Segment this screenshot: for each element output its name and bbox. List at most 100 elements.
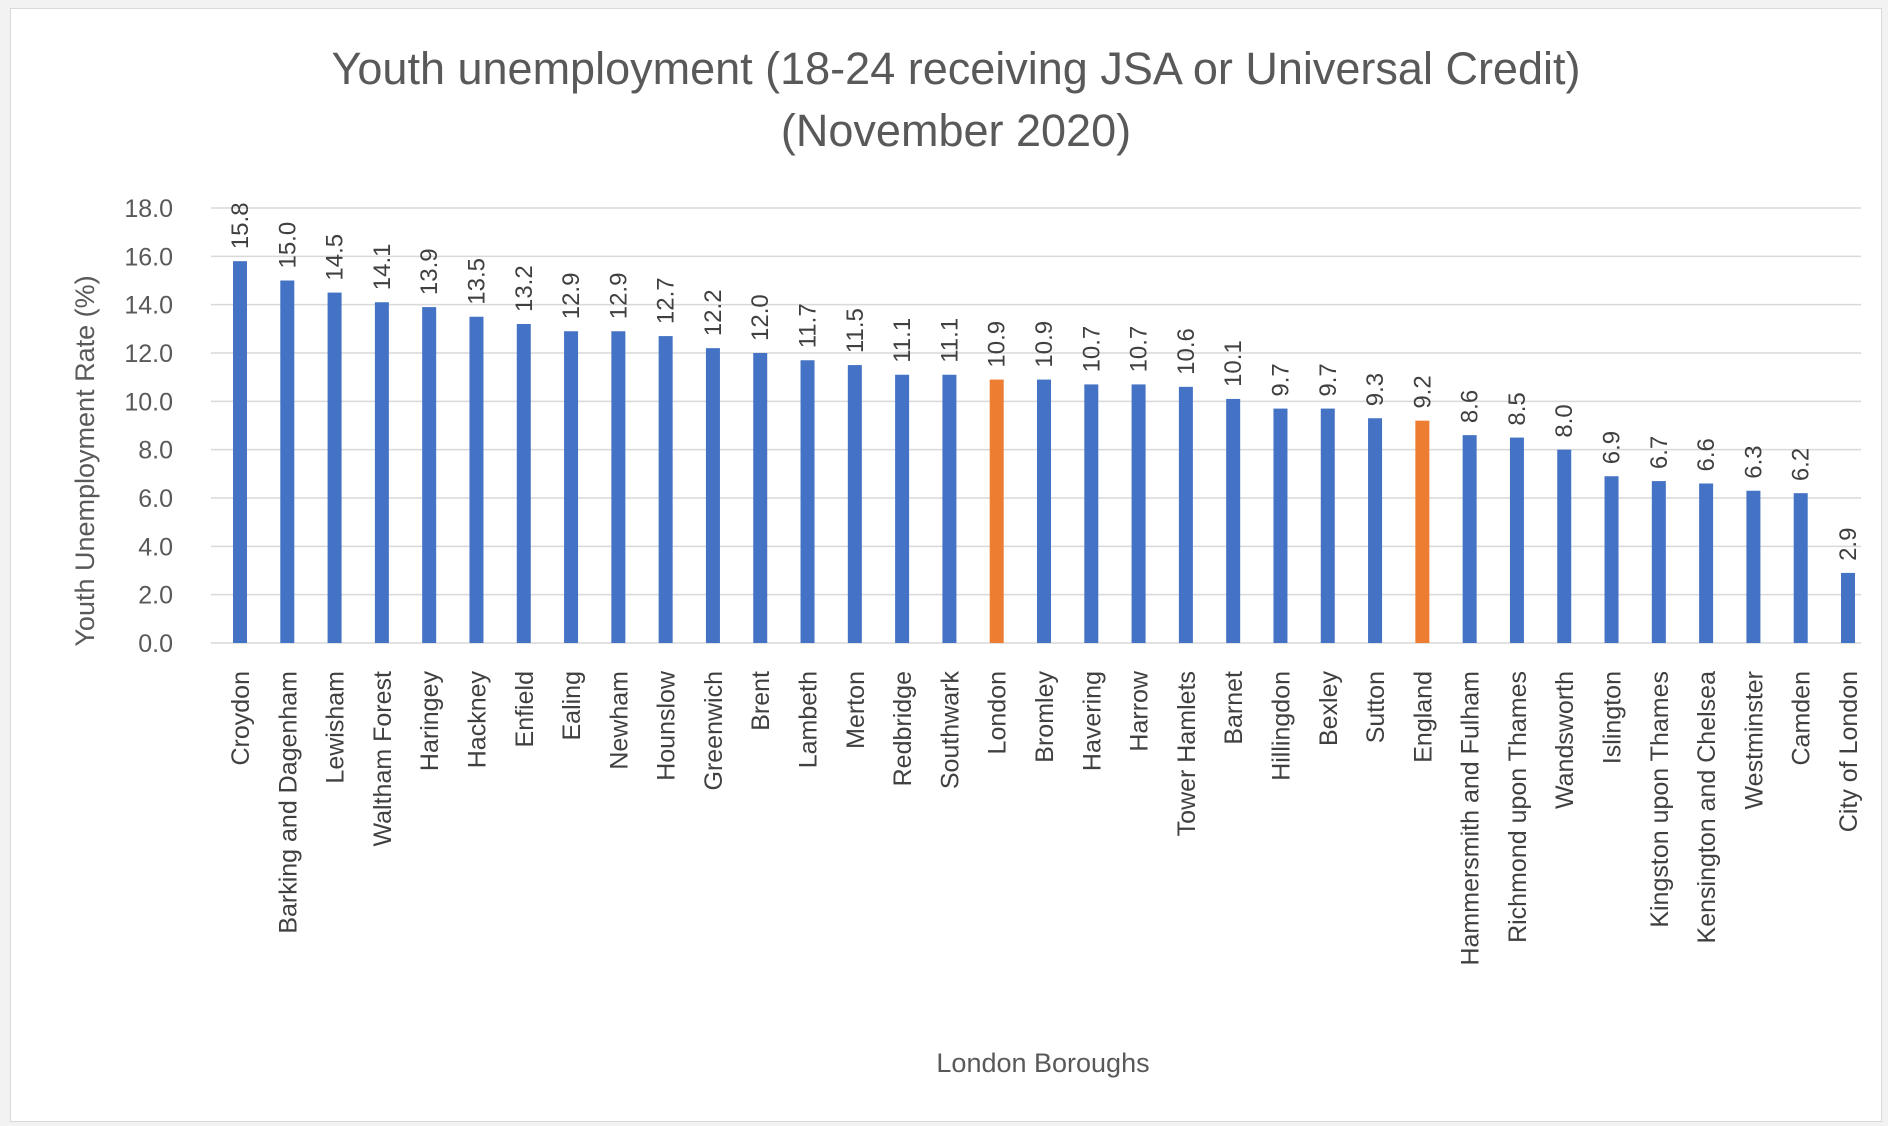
value-label: 11.5 [842,308,869,353]
y-tick-label: 2.0 [138,582,173,610]
bar-hounslow [658,336,673,643]
x-tick-label: Sutton [1362,671,1390,743]
value-label: 9.3 [1362,373,1389,406]
value-label: 9.2 [1409,375,1436,408]
bar-westminster [1746,490,1761,643]
x-tick-label: Redbridge [889,671,917,786]
y-tick-label: 14.0 [124,292,173,320]
x-tick-label: Waltham Forest [369,671,397,847]
x-tick-label: City of London [1835,671,1863,832]
value-label: 10.1 [1220,340,1247,387]
value-label: 9.7 [1267,363,1294,396]
value-label: 14.1 [369,244,396,291]
x-tick-label: Haringey [416,671,444,772]
x-tick-label: Barking and Dagenham [274,671,302,934]
value-label: 12.9 [558,273,585,320]
x-tick-label: Wandsworth [1551,671,1579,809]
x-tick-label: Richmond upon Thames [1504,671,1532,943]
category-labels: Croydon Barking and Dagenham Lewisham Walth… [227,670,1863,965]
value-label: 13.5 [463,258,490,305]
bar-hammersmith-and-fulham [1462,435,1477,643]
bar-greenwich [705,348,720,643]
x-tick-label: Lambeth [795,671,823,768]
bar-bexley [1320,408,1335,643]
bar-richmond-upon-thames [1509,437,1524,643]
x-tick-label: Hackney [463,671,491,769]
bar-camden [1793,493,1808,643]
value-label: 6.2 [1788,448,1815,481]
value-label: 10.9 [984,321,1011,368]
y-tick-label: 8.0 [138,437,173,465]
x-tick-label: Southwark [936,671,964,790]
value-label: 11.1 [889,318,916,363]
x-tick-label: Brent [747,671,775,731]
value-label: 6.9 [1599,431,1626,464]
x-tick-label: Ealing [558,671,586,741]
x-tick-label: Enfield [511,671,539,747]
value-label: 8.6 [1457,390,1484,423]
bars [233,261,1855,643]
x-tick-label: Merton [842,671,870,749]
bar-harrow [1131,384,1146,643]
bar-southwark [942,374,957,643]
bar-sutton [1368,418,1383,643]
y-tick-label: 6.0 [138,485,173,513]
value-label: 12.0 [747,294,774,341]
value-label: 10.9 [1031,321,1058,368]
value-label: 15.8 [227,202,254,249]
bar-croydon [233,261,247,643]
bar-barnet [1226,398,1241,643]
bar-hackney [469,316,484,643]
bar-merton [847,365,862,643]
bar-barking-and-dagenham [280,280,295,643]
bar-bromley [1037,379,1051,643]
x-axis-title: London Boroughs [936,1048,1149,1078]
value-label: 8.0 [1551,404,1578,437]
chart-title: Youth unemployment (18-24 receiving JSA … [332,43,1581,94]
x-tick-label: Croydon [227,671,255,766]
value-label: 8.5 [1504,392,1531,425]
value-label: 12.7 [653,277,680,324]
x-tick-label: Barnet [1220,671,1248,745]
value-label: 13.2 [511,265,538,312]
y-tick-label: 12.0 [124,340,173,368]
x-tick-label: Kensington and Chelsea [1693,671,1721,944]
x-tick-label: Greenwich [700,671,728,791]
value-label: 14.5 [322,234,349,281]
chart-subtitle: (November 2020) [781,105,1131,156]
x-tick-label: Havering [1078,671,1106,771]
x-tick-label: Bexley [1315,671,1343,747]
bar-waltham-forest [374,302,389,643]
bar-london [989,379,1004,643]
x-tick-label: Islington [1599,671,1627,764]
bar-ealing [564,331,579,643]
value-labels: 15.8 15.0 14.5 14.1 13.9 13.5 13.2 12.9 12.9 12.7… [227,202,1862,560]
value-label: 13.9 [416,248,443,295]
y-tick-label: 0.0 [138,630,173,658]
value-label: 10.7 [1078,326,1105,373]
y-axis-ticks: 0.0 2.0 4.0 6.0 8.0 10.0 12.0 14.0 16.0 18.0 [124,195,173,658]
value-label: 9.7 [1315,363,1342,396]
x-tick-label: Newham [605,671,633,770]
value-label: 10.7 [1126,326,1153,373]
bar-enfield [516,324,531,643]
value-label: 2.9 [1835,528,1862,561]
x-tick-label: Hounslow [653,670,681,781]
x-tick-label: Hillingdon [1267,671,1295,781]
value-label: 15.0 [274,222,301,269]
x-tick-label: Tower Hamlets [1173,671,1201,836]
bar-havering [1084,384,1099,643]
y-tick-label: 18.0 [124,195,173,223]
bar-chart: Youth unemployment (18-24 receiving JSA … [70,43,1863,1078]
value-label: 11.7 [795,303,822,348]
bar-kingston-upon-thames [1651,481,1666,643]
bar-newham [611,331,626,643]
bar-islington [1604,476,1619,643]
bar-tower-hamlets [1178,386,1193,643]
y-tick-label: 10.0 [124,388,173,416]
x-tick-label: Lewisham [322,671,350,784]
x-tick-label: Bromley [1031,671,1059,763]
x-tick-label: London [984,671,1012,754]
bar-lewisham [327,292,342,643]
x-tick-label: Westminster [1740,671,1768,809]
